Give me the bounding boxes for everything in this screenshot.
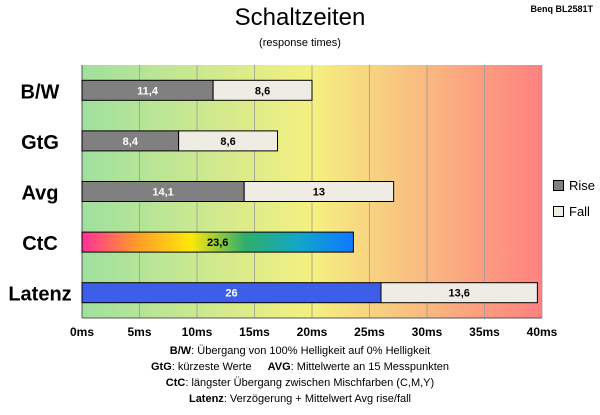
- bar-rise: [81, 231, 354, 253]
- data-label-fall: 8,6: [220, 136, 235, 148]
- data-label-fall: 13,6: [448, 288, 469, 300]
- monitor-model-label: Benq BL2581T: [530, 4, 593, 14]
- legend-rise-label: Rise: [569, 178, 596, 193]
- legend-fall: Fall: [553, 204, 590, 219]
- data-label-fall: 8,6: [255, 85, 270, 97]
- note-bw: B/W: Übergang von 100% Helligkeit auf 0%…: [169, 345, 431, 357]
- bar-fall: [243, 181, 395, 202]
- legend-rise: Rise: [553, 178, 595, 193]
- x-tick-label: 30ms: [412, 325, 443, 339]
- data-label-rise: 26: [225, 288, 237, 300]
- category-label: Latenz: [8, 284, 71, 306]
- chart-subtitle: (response times): [259, 37, 341, 49]
- category-label: B/W: [21, 81, 60, 103]
- bar-fall: [178, 130, 279, 152]
- x-tick-label: 5ms: [127, 325, 151, 339]
- x-tick-label: 15ms: [239, 325, 270, 339]
- note-ctc: CtC: längster Übergang zwischen Mischfar…: [165, 377, 435, 389]
- x-tick-label: 20ms: [297, 325, 328, 339]
- x-tick-label: 0ms: [70, 325, 94, 339]
- x-tick-label: 10ms: [182, 325, 213, 339]
- data-label-fall: 13: [313, 187, 325, 199]
- x-tick-label: 40ms: [527, 325, 558, 339]
- chart-plot: 0ms 5ms 10ms 15ms 20ms 25ms 30ms 35ms 40ms B/W 11,…: [8, 65, 558, 339]
- bar-fall: [380, 282, 538, 304]
- category-label: Avg: [21, 183, 58, 205]
- category-label: CtC: [22, 233, 58, 255]
- data-label-rise: 8,4: [123, 136, 139, 148]
- chart-title: Schaltzeiten: [234, 4, 366, 31]
- legend-rise-swatch: [553, 180, 564, 191]
- data-label-rise: 23,6: [207, 237, 228, 249]
- bar-fall: [212, 79, 313, 101]
- x-tick-label: 25ms: [354, 325, 385, 339]
- category-label: GtG: [21, 132, 59, 154]
- note-latenz: Latenz: Verzögerung + Mittelwert Avg ris…: [188, 393, 412, 405]
- data-label-rise: 11,4: [137, 85, 159, 97]
- legend-fall-label: Fall: [569, 204, 590, 219]
- footnotes: B/W: Übergang von 100% Helligkeit auf 0%…: [0, 343, 600, 407]
- x-tick-label: 35ms: [469, 325, 500, 339]
- legend-fall-swatch: [553, 206, 564, 217]
- note-gtg-avg: GtG: kürzeste Werte AVG: Mittelwerte an 1…: [150, 361, 450, 373]
- data-label-rise: 14,1: [152, 187, 173, 199]
